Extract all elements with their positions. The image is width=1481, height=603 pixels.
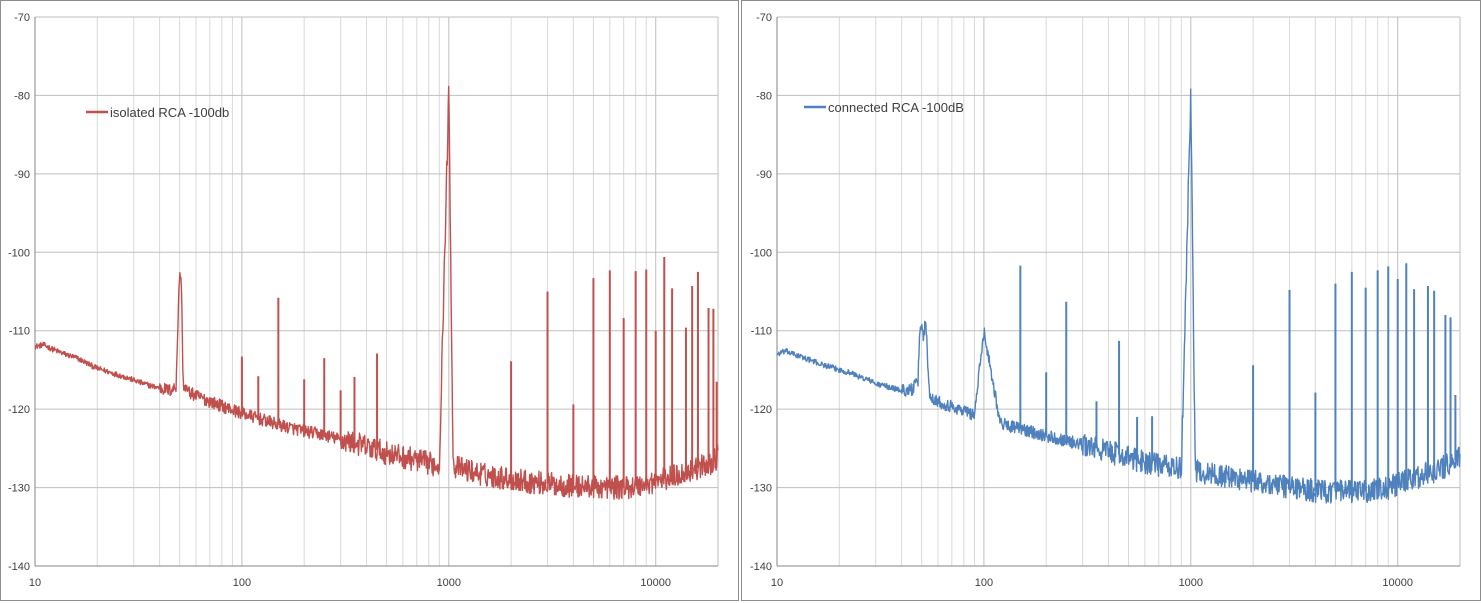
y-tick-label: -110 <box>751 326 772 338</box>
x-tick-label: 1000 <box>1179 577 1203 589</box>
chart-panel-connected: -70 -80 -90 -100 -110 -120 -130 -140 10 100 1000 10… <box>741 0 1481 601</box>
y-tick-label: -100 <box>750 247 772 259</box>
y-tick-label: -80 <box>14 90 30 102</box>
legend-label: connected RCA -100dB <box>828 100 964 115</box>
y-tick-label: -130 <box>750 483 772 495</box>
y-tick-label: -130 <box>8 483 30 495</box>
x-tick-label: 100 <box>975 577 993 589</box>
x-tick-label: 10 <box>771 577 783 589</box>
y-tick-label: -80 <box>756 90 772 102</box>
x-tick-label: 1000 <box>437 577 461 589</box>
legend: connected RCA -100dB <box>804 100 964 115</box>
chart-isolated-rca: -70 -80 -90 -100 -110 -120 -130 -140 10 100 1000 10… <box>8 12 719 589</box>
y-tick-label: -100 <box>8 247 30 259</box>
chart-connected-rca: -70 -80 -90 -100 -110 -120 -130 -140 10 100 1000 10… <box>750 12 1461 589</box>
y-tick-label: -140 <box>750 561 772 573</box>
y-tick-label: -110 <box>9 326 30 338</box>
y-tick-label: -70 <box>756 12 772 24</box>
x-tick-label: 10000 <box>1382 577 1413 589</box>
x-tick-label: 10000 <box>640 577 671 589</box>
y-tick-label: -70 <box>14 12 30 24</box>
x-tick-label: 10 <box>29 577 41 589</box>
series-line <box>34 85 719 500</box>
y-tick-label: -120 <box>8 404 30 416</box>
y-tick-label: -140 <box>8 561 30 573</box>
y-tick-label: -90 <box>756 169 772 181</box>
x-tick-label: 100 <box>233 577 251 589</box>
legend-label: isolated RCA -100db <box>110 105 229 120</box>
y-tick-label: -90 <box>14 169 30 181</box>
legend: isolated RCA -100db <box>86 105 229 120</box>
chart-panel-isolated: -70 -80 -90 -100 -110 -120 -130 -140 10 100 1000 10… <box>0 0 739 601</box>
y-tick-label: -120 <box>750 404 772 416</box>
